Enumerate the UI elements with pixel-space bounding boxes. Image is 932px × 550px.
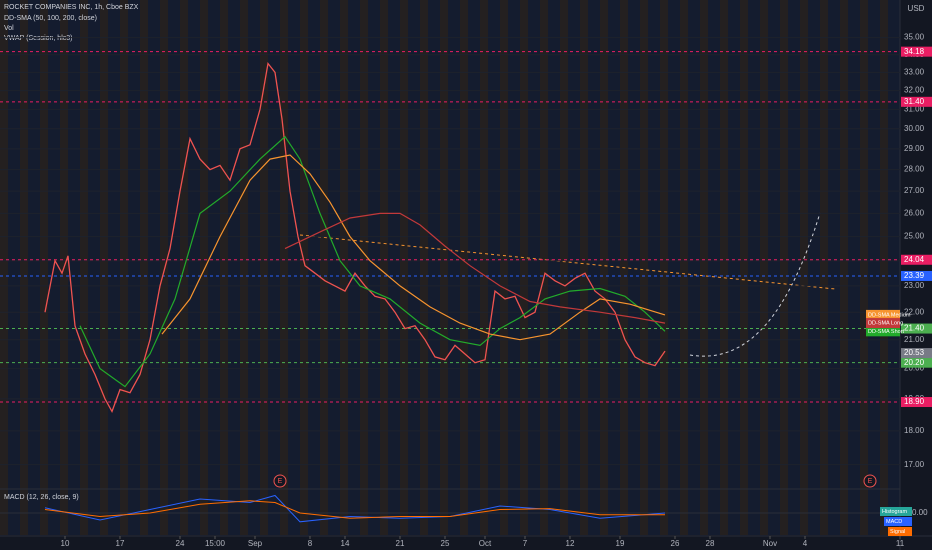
event-label: E bbox=[868, 478, 873, 485]
x-tick-label: 26 bbox=[671, 539, 680, 548]
series-tag bbox=[866, 309, 900, 320]
y-tick-label: 26.00 bbox=[904, 209, 925, 218]
y-tick-label: 23.00 bbox=[904, 281, 925, 290]
y-tick-label: 30.00 bbox=[904, 124, 925, 133]
x-tick-label: Nov bbox=[763, 539, 777, 548]
x-tick-label: 19 bbox=[616, 539, 625, 548]
macd-tag bbox=[884, 517, 912, 526]
level-label: 31.40 bbox=[904, 97, 925, 106]
y-tick-label: 18.00 bbox=[904, 426, 925, 435]
event-label: E bbox=[278, 478, 283, 485]
x-tick-label: 21 bbox=[396, 539, 405, 548]
projection bbox=[689, 212, 821, 357]
series-line bbox=[79, 135, 666, 388]
macd-tag bbox=[888, 527, 912, 536]
level-label: 23.39 bbox=[904, 271, 925, 280]
level-tag bbox=[901, 96, 932, 107]
x-tick-label: 11 bbox=[896, 539, 905, 548]
level-label: 21.40 bbox=[904, 324, 925, 333]
level-tag bbox=[901, 46, 932, 57]
x-tick-label: 28 bbox=[706, 539, 715, 548]
currency: USD bbox=[908, 4, 925, 13]
x-tick-label: 25 bbox=[441, 539, 450, 548]
series-tag bbox=[866, 326, 900, 337]
y-tick-label: 29.00 bbox=[904, 144, 925, 153]
level-label: 34.18 bbox=[904, 47, 925, 56]
macd-legend: MACD bbox=[886, 519, 902, 525]
session-bands bbox=[0, 0, 900, 535]
y-tick-label: 17.00 bbox=[904, 460, 925, 469]
macd-line bbox=[44, 500, 665, 519]
series-tag-label: DD-SMA Medium bbox=[868, 312, 911, 318]
y-tick-label: 28.00 bbox=[904, 165, 925, 174]
indicator: Vol bbox=[4, 25, 14, 32]
series-line bbox=[44, 61, 666, 414]
level-tag bbox=[901, 397, 932, 408]
macd-title: MACD (12, 26, close, 9) bbox=[4, 494, 79, 501]
series-tag-label: DD-SMA Short bbox=[868, 329, 905, 335]
x-tick-label: 15:00 bbox=[205, 539, 226, 548]
level-label: 20.20 bbox=[904, 358, 925, 367]
y-tick-label: 21.00 bbox=[904, 335, 925, 344]
y-tick-label: 31.00 bbox=[904, 105, 925, 114]
y-tick-label: 27.00 bbox=[904, 186, 925, 195]
x-tick-label: 8 bbox=[308, 539, 313, 548]
title: ROCKET COMPANIES INC, 1h, Cboe BZX bbox=[4, 4, 139, 11]
macd-legend: Histogram bbox=[882, 509, 907, 515]
x-tick-label: 7 bbox=[523, 539, 528, 548]
level-tag bbox=[901, 357, 932, 368]
series-tag-label: DD-SMA Long bbox=[868, 321, 903, 327]
level-tag bbox=[901, 323, 932, 334]
x-tick-label: Sep bbox=[248, 539, 263, 548]
y-tick-label: 25.00 bbox=[904, 232, 925, 241]
indicator: VWAP (Session, hlc3) bbox=[4, 35, 72, 42]
x-tick-label: Oct bbox=[479, 539, 492, 548]
level-label: 24.04 bbox=[904, 255, 925, 264]
x-tick-label: 17 bbox=[116, 539, 125, 548]
y-tick-label: 35.00 bbox=[904, 33, 925, 42]
macd-legend: Signal bbox=[890, 529, 905, 535]
level-tag bbox=[901, 270, 932, 281]
series-line bbox=[284, 212, 666, 324]
x-tick-label: 10 bbox=[61, 539, 70, 548]
x-tick-label: 4 bbox=[803, 539, 808, 548]
level-label: 18.90 bbox=[904, 397, 925, 406]
last-price-label: 20.53 bbox=[904, 348, 925, 357]
series-line bbox=[161, 154, 666, 341]
y-tick-label: 32.00 bbox=[904, 86, 925, 95]
series-tag bbox=[866, 318, 900, 329]
macd-tag bbox=[880, 507, 912, 516]
event-marker bbox=[863, 474, 877, 488]
x-tick-label: 12 bbox=[566, 539, 575, 548]
macd-tick-label: 0.00 bbox=[912, 508, 928, 517]
indicator: DD-SMA (50, 100, 200, close) bbox=[4, 15, 97, 22]
level-tag bbox=[901, 254, 932, 265]
event-marker bbox=[273, 474, 287, 488]
y-tick-label: 33.00 bbox=[904, 68, 925, 77]
last-price-tag bbox=[901, 348, 932, 359]
x-tick-label: 14 bbox=[341, 539, 350, 548]
x-tick-label: 24 bbox=[176, 539, 185, 548]
y-tick-label: 22.00 bbox=[904, 307, 925, 316]
y-tick-label: 20.00 bbox=[904, 364, 925, 373]
